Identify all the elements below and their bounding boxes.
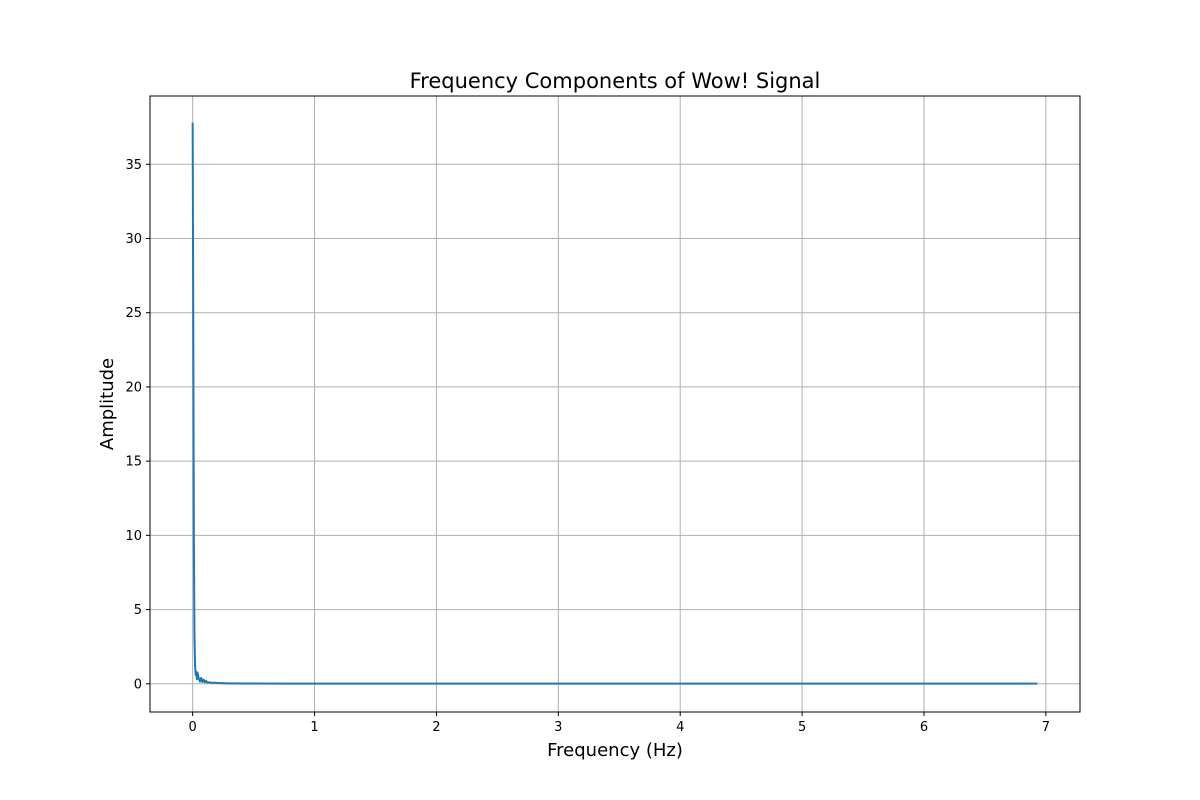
y-tick-label: 25 (125, 306, 142, 321)
y-tick-label: 35 (125, 158, 142, 173)
y-tick-label: 5 (134, 603, 142, 618)
y-tick-label: 20 (125, 380, 142, 395)
grid (150, 96, 1080, 712)
x-tick-label: 2 (432, 720, 440, 735)
y-tick-label: 30 (125, 232, 142, 247)
x-tick-label: 6 (920, 720, 928, 735)
axes-frame (149, 95, 1081, 713)
y-axis-label: Amplitude (97, 358, 118, 450)
y-tick-label: 10 (125, 529, 142, 544)
x-tick-label: 4 (676, 720, 684, 735)
series-line (191, 122, 1038, 685)
x-tick-label: 7 (1042, 720, 1050, 735)
chart-title: Frequency Components of Wow! Signal (410, 69, 821, 93)
y-axis: 0 5 10 15 20 25 30 35 (125, 158, 150, 692)
x-axis-label: Frequency (Hz) (547, 740, 683, 761)
x-tick-label: 1 (310, 720, 318, 735)
y-tick-label: 15 (125, 455, 142, 470)
plot-area (191, 122, 1038, 685)
y-tick-label: 0 (134, 677, 142, 692)
x-tick-label: 0 (189, 720, 197, 735)
x-tick-label: 3 (554, 720, 562, 735)
x-tick-label: 5 (798, 720, 806, 735)
x-axis: 0 1 2 3 4 5 6 7 (189, 712, 1050, 735)
